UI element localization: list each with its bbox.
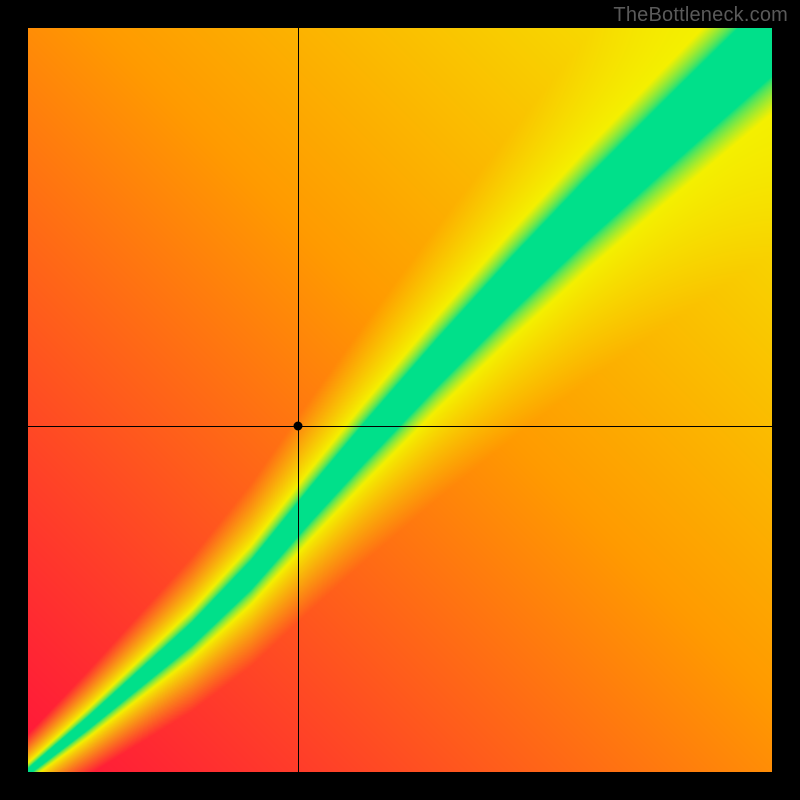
chart-container: TheBottleneck.com <box>0 0 800 800</box>
crosshair-horizontal <box>28 426 772 427</box>
crosshair-vertical <box>298 28 299 772</box>
watermark-text: TheBottleneck.com <box>613 4 788 27</box>
heatmap-plot <box>28 28 772 772</box>
crosshair-marker <box>294 422 303 431</box>
heatmap-canvas <box>28 28 772 772</box>
